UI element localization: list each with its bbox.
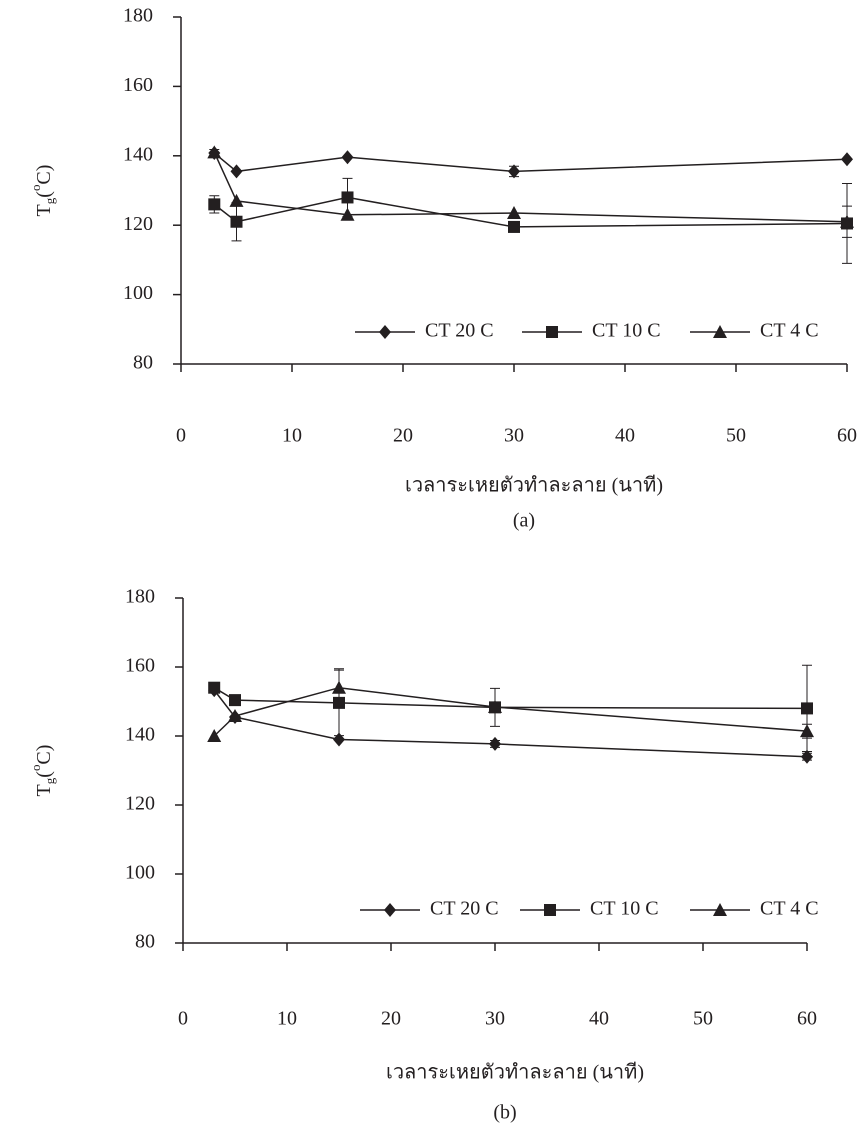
series-line bbox=[214, 153, 847, 171]
series-line bbox=[214, 688, 807, 736]
x-tick-label: 40 bbox=[615, 425, 635, 447]
series-line bbox=[214, 197, 847, 226]
x-tick-label: 50 bbox=[726, 425, 746, 447]
legend-label: CT 4 C bbox=[760, 320, 819, 342]
page: 801001201401601800102030405060Tg(oC)เวลา… bbox=[0, 0, 861, 1141]
y-tick-label: 100 bbox=[123, 282, 153, 304]
caption: (a) bbox=[513, 510, 535, 532]
x-tick-label: 10 bbox=[277, 1008, 297, 1030]
marker-square bbox=[208, 682, 220, 694]
marker-triangle bbox=[332, 681, 346, 694]
marker-square bbox=[801, 702, 813, 714]
marker-diamond bbox=[841, 152, 853, 166]
y-tick-label: 180 bbox=[123, 5, 153, 27]
y-tick-label: 80 bbox=[135, 931, 155, 953]
y-label-part: T bbox=[33, 204, 55, 216]
legend-label: CT 4 C bbox=[760, 898, 819, 920]
y-tick-label: 180 bbox=[125, 586, 155, 608]
marker-square bbox=[229, 694, 241, 706]
x-tick-label: 0 bbox=[176, 425, 186, 447]
y-tick-label: 160 bbox=[125, 655, 155, 677]
x-tick-label: 20 bbox=[381, 1008, 401, 1030]
legend-label: CT 10 C bbox=[590, 898, 659, 920]
legend-label: CT 20 C bbox=[425, 320, 494, 342]
x-axis-label: เวลาระเหยตัวทำละลาย (นาที) bbox=[405, 475, 663, 497]
marker-diamond bbox=[342, 150, 354, 164]
x-tick-label: 60 bbox=[797, 1008, 817, 1030]
marker-square bbox=[508, 221, 520, 233]
x-tick-label: 30 bbox=[504, 425, 524, 447]
x-tick-label: 10 bbox=[282, 425, 302, 447]
x-axis-label: เวลาระเหยตัวทำละลาย (นาที) bbox=[386, 1062, 644, 1084]
marker-diamond bbox=[231, 164, 243, 178]
x-tick-label: 30 bbox=[485, 1008, 505, 1030]
y-tick-label: 140 bbox=[125, 724, 155, 746]
marker-square bbox=[544, 904, 556, 916]
x-tick-label: 40 bbox=[589, 1008, 609, 1030]
y-tick-label: 160 bbox=[123, 74, 153, 96]
y-tick-label: 120 bbox=[123, 213, 153, 235]
y-label-part: T bbox=[33, 784, 55, 796]
x-tick-label: 0 bbox=[178, 1008, 188, 1030]
y-label-part: C) bbox=[33, 165, 55, 185]
x-tick-label: 20 bbox=[393, 425, 413, 447]
marker-square bbox=[231, 216, 243, 228]
y-tick-label: 80 bbox=[133, 352, 153, 374]
y-tick-label: 140 bbox=[123, 143, 153, 165]
x-tick-label: 50 bbox=[693, 1008, 713, 1030]
x-tick-label: 60 bbox=[837, 425, 857, 447]
marker-diamond bbox=[379, 325, 391, 339]
marker-square bbox=[342, 191, 354, 203]
marker-diamond bbox=[384, 903, 396, 917]
y-tick-label: 100 bbox=[125, 862, 155, 884]
caption: (b) bbox=[493, 1102, 516, 1124]
legend-label: CT 20 C bbox=[430, 898, 499, 920]
legend-label: CT 10 C bbox=[592, 320, 661, 342]
y-label-part: C) bbox=[33, 745, 55, 765]
series-line bbox=[214, 690, 807, 757]
y-axis-label: Tg(oC) bbox=[28, 165, 57, 217]
y-axis-label: Tg(oC) bbox=[28, 745, 57, 797]
marker-square bbox=[208, 198, 220, 210]
marker-diamond bbox=[489, 737, 501, 751]
y-tick-label: 120 bbox=[125, 793, 155, 815]
marker-square bbox=[546, 326, 558, 338]
marker-triangle bbox=[230, 194, 244, 207]
